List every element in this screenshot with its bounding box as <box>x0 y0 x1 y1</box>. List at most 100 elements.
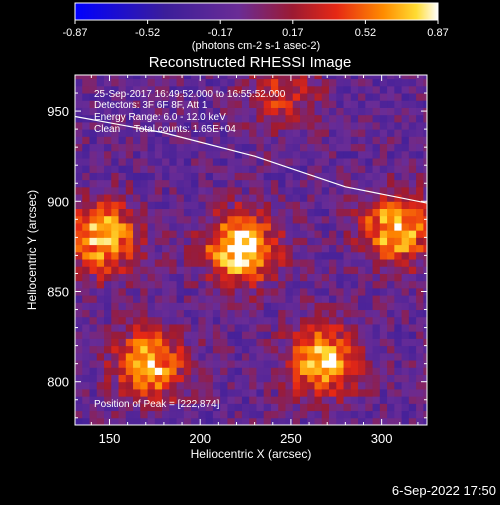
heatmap-cell <box>343 186 352 195</box>
heatmap-cell <box>256 208 265 217</box>
heatmap-cell <box>270 215 279 224</box>
heatmap-cell <box>299 266 308 274</box>
heatmap-cell <box>307 208 316 217</box>
heatmap-cell <box>133 78 141 87</box>
heatmap-cell <box>336 165 345 173</box>
heatmap-cell <box>387 302 395 311</box>
heatmap-cell <box>75 251 83 260</box>
heatmap-cell <box>394 331 403 339</box>
heatmap-cell <box>329 266 337 274</box>
heatmap-cell <box>96 331 105 339</box>
heatmap-cell <box>350 157 359 166</box>
heatmap-cell <box>263 208 272 217</box>
heatmap-cell <box>205 150 214 159</box>
heatmap-cell <box>162 345 170 354</box>
heatmap-cell <box>408 396 417 404</box>
heatmap-cell <box>365 136 374 145</box>
heatmap-cell <box>387 273 395 282</box>
heatmap-cell <box>154 417 163 425</box>
heatmap-cell <box>118 374 127 383</box>
heatmap-cell <box>365 251 374 260</box>
heatmap-cell <box>234 114 243 123</box>
heatmap-cell <box>401 129 410 137</box>
heatmap-cell <box>379 381 388 390</box>
heatmap-cell <box>307 107 316 116</box>
heatmap-cell <box>75 388 83 397</box>
heatmap-cell <box>329 230 337 238</box>
heatmap-cell <box>205 251 214 260</box>
heatmap-cell <box>147 129 156 137</box>
heatmap-cell <box>227 150 236 159</box>
heatmap-cell <box>270 396 279 404</box>
heatmap-cell <box>307 129 316 137</box>
heatmap-cell <box>408 129 417 137</box>
heatmap-cell <box>198 244 207 253</box>
heatmap-cell <box>387 251 395 260</box>
heatmap-cell <box>263 388 272 397</box>
heatmap-cell <box>133 280 141 289</box>
heatmap-cell <box>205 75 214 80</box>
heatmap-cell <box>321 85 330 94</box>
heatmap-cell <box>140 157 149 166</box>
heatmap-cell <box>75 230 83 238</box>
heatmap-cell <box>329 316 337 325</box>
heatmap-cell <box>263 287 272 296</box>
solar-limb-curve <box>75 115 427 204</box>
heatmap-cell <box>96 172 105 181</box>
heatmap-cell <box>387 338 395 347</box>
heatmap-cell <box>89 78 98 87</box>
heatmap-cell <box>336 331 345 339</box>
heatmap-cell <box>227 396 236 404</box>
heatmap-cell <box>147 360 156 368</box>
heatmap-cell <box>336 295 345 303</box>
heatmap-cell <box>176 244 185 253</box>
heatmap-cell <box>336 93 345 101</box>
heatmap-cell <box>212 251 221 260</box>
heatmap-cell <box>133 215 141 224</box>
heatmap-cell <box>162 323 170 332</box>
heatmap-cell <box>249 194 257 202</box>
heatmap-cell <box>198 179 207 188</box>
heatmap-cell <box>307 172 316 181</box>
heatmap-cell <box>118 360 127 368</box>
heatmap-cell <box>82 360 91 368</box>
heatmap-cell <box>191 381 199 390</box>
heatmap-cell <box>133 121 141 130</box>
heatmap-cell <box>423 237 427 246</box>
heatmap-cell <box>133 338 141 347</box>
heatmap-cell <box>401 165 410 173</box>
heatmap-cell <box>314 93 323 101</box>
heatmap-cell <box>416 266 424 274</box>
heatmap-cell <box>350 295 359 303</box>
heatmap-cell <box>234 410 243 419</box>
heatmap-cell <box>423 280 427 289</box>
heatmap-cell <box>154 172 163 181</box>
heatmap-cell <box>329 222 337 231</box>
heatmap-cell <box>372 302 381 311</box>
heatmap-cell <box>423 345 427 354</box>
heatmap-cell <box>307 345 316 354</box>
heatmap-cell <box>372 100 381 108</box>
heatmap-cell <box>379 194 388 202</box>
heatmap-cell <box>198 143 207 152</box>
heatmap-cell <box>220 309 228 318</box>
heatmap-cell <box>365 93 374 101</box>
heatmap-cell <box>154 280 163 289</box>
heatmap-cell <box>104 121 112 130</box>
heatmap-cell <box>249 237 257 246</box>
heatmap-cell <box>191 331 199 339</box>
heatmap-cell <box>198 165 207 173</box>
heatmap-cell <box>372 215 381 224</box>
heatmap-cell <box>198 381 207 390</box>
heatmap-cell <box>307 280 316 289</box>
heatmap-cell <box>408 244 417 253</box>
heatmap-cell <box>278 251 286 260</box>
heatmap-cell <box>358 107 366 116</box>
heatmap-cell <box>82 273 91 282</box>
heatmap-cell <box>140 374 149 383</box>
heatmap-cell <box>191 309 199 318</box>
heatmap-cell <box>307 316 316 325</box>
heatmap-cell <box>198 129 207 137</box>
heatmap-cell <box>75 75 83 80</box>
